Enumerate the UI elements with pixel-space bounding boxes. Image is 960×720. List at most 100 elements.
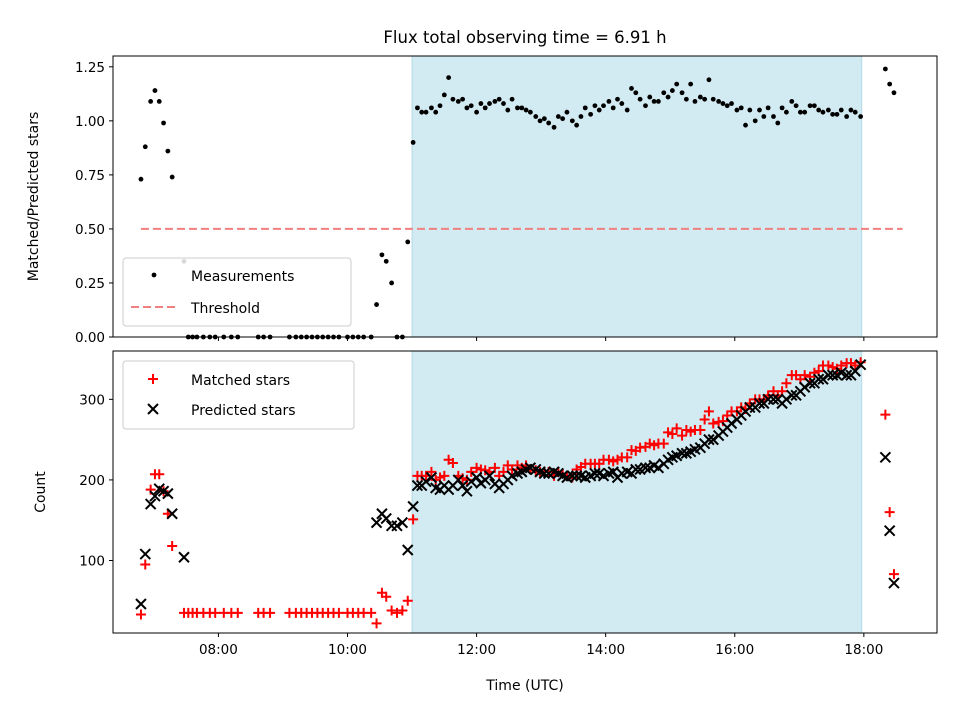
predicted-point [178, 551, 190, 563]
matched-point [167, 540, 178, 551]
measurement-point [710, 96, 716, 102]
measurement-point [455, 98, 461, 104]
x-tick-label: 12:00 [457, 642, 496, 658]
predicted-point [822, 369, 835, 381]
predicted-point [879, 451, 892, 464]
measurement-point [816, 107, 822, 113]
predicted-point [570, 470, 583, 482]
predicted-point [804, 377, 816, 389]
predicted-point [380, 512, 392, 525]
y-tick-label: 200 [79, 473, 105, 489]
matched-point [677, 430, 688, 441]
measurement-point [655, 98, 661, 104]
measurement-point [647, 94, 653, 100]
measurement-point [891, 90, 897, 96]
measurement-point [564, 109, 570, 115]
y-tick-label: 0.75 [75, 168, 105, 184]
measurement-point [588, 111, 594, 117]
matched-point [667, 428, 678, 439]
measurement-point [487, 101, 492, 106]
measurement-point [379, 252, 385, 258]
predicted-point [630, 463, 642, 476]
measurement-point [752, 118, 758, 124]
legend-label: Threshold [190, 301, 260, 317]
measurement-point [464, 105, 470, 111]
measurement-point [624, 107, 630, 113]
y-axis-label: Count [33, 471, 49, 513]
predicted-point [840, 369, 853, 381]
measurement-point [771, 114, 776, 119]
predicted-point [566, 470, 579, 482]
measurement-point [669, 88, 675, 93]
matched-point [836, 360, 847, 371]
x-tick-label: 14:00 [586, 642, 625, 658]
legend-label: Predicted stars [191, 403, 296, 419]
measurement-point [165, 148, 171, 154]
measurement-point [615, 96, 620, 102]
bottom-panel: 100 200 300 08:00 10:00 12:00 14:00 16:00 18:00 C… [33, 350, 938, 694]
measurement-point [423, 109, 429, 115]
measurement-point [702, 96, 708, 102]
matched-point [333, 607, 344, 618]
legend-predicted-marker [147, 403, 159, 415]
measurement-point [734, 107, 740, 113]
predicted-point [826, 369, 839, 381]
measurement-point [519, 105, 525, 111]
measurement-point [743, 122, 748, 128]
matched-point [708, 418, 719, 429]
matched-point [426, 466, 437, 477]
legend-box [122, 257, 352, 327]
matched-point [154, 469, 165, 480]
measurement-point [747, 107, 753, 113]
measurement-point [720, 101, 726, 106]
measurement-point [688, 81, 694, 87]
predicted-point [786, 389, 798, 402]
measurement-point [374, 302, 379, 307]
measurement-point [651, 98, 657, 104]
measurement-point [679, 90, 685, 96]
measurement-point [825, 107, 831, 113]
predicted-point [149, 490, 161, 502]
measurement-point [797, 109, 803, 115]
legend: Matched stars Predicted stars [122, 360, 355, 430]
matched-point [402, 595, 413, 606]
measurement-point [633, 90, 639, 96]
matched-point [210, 607, 221, 618]
measurement-point [533, 114, 539, 119]
x-tick-label: 08:00 [199, 642, 238, 658]
measurement-point [637, 96, 643, 102]
matched-point [447, 457, 458, 468]
matched-point [699, 414, 710, 425]
measurement-point [606, 98, 612, 104]
measurement-point [629, 86, 634, 91]
measurement-point [505, 107, 511, 113]
matched-point [391, 607, 402, 618]
matched-point [658, 438, 669, 449]
matched-point [386, 605, 397, 616]
measurement-point [383, 258, 389, 264]
measurement-point [665, 94, 671, 100]
measurement-point [807, 103, 813, 109]
measurement-point [716, 98, 722, 104]
measurement-point [789, 98, 795, 104]
measurement-point [601, 103, 606, 109]
predicted-point [538, 467, 551, 480]
measurement-point [496, 96, 502, 102]
measurement-point [446, 75, 452, 81]
top-panel: 0.00 0.25 0.50 0.75 1.00 1.25 Matched/Predicte… [26, 55, 938, 346]
legend-measurement-marker [151, 272, 157, 278]
measurement-point [541, 116, 547, 122]
measurement-point [415, 105, 420, 111]
matched-point [489, 462, 500, 473]
matched-point [371, 618, 382, 629]
measurement-point [882, 66, 888, 72]
measurement-point [692, 98, 698, 104]
y-tick-label: 100 [79, 553, 105, 569]
measurement-point [523, 107, 529, 113]
measurement-point [783, 109, 789, 115]
measurement-point [460, 96, 466, 102]
predicted-point [854, 358, 867, 371]
y-tick-label: 0.50 [75, 222, 105, 238]
legend-matched-marker [148, 374, 158, 384]
x-tick-label: 10:00 [328, 642, 367, 658]
